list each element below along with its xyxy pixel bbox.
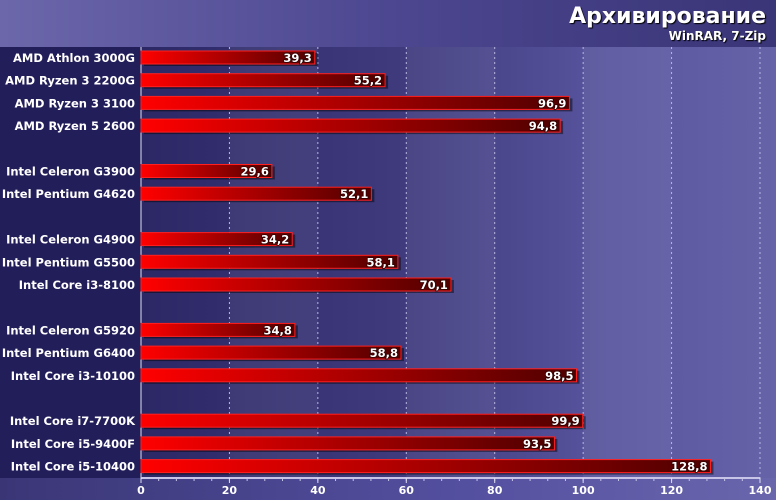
bar	[140, 254, 399, 269]
value-label: 34,2	[261, 233, 289, 247]
value-label: 96,9	[538, 96, 566, 110]
category-label: AMD Ryzen 3 3100	[15, 96, 135, 110]
chart-subtitle: WinRAR, 7-Zip	[668, 29, 766, 43]
category-label: Intel Core i5-9400F	[11, 437, 135, 451]
bar	[140, 186, 372, 201]
category-label: Intel Pentium G4620	[2, 187, 135, 201]
category-label: Intel Core i3-10100	[11, 369, 135, 383]
x-tick-label: 20	[222, 484, 238, 497]
value-label: 93,5	[523, 437, 551, 451]
category-label: Intel Core i7-7700K	[10, 414, 136, 428]
chart-title: Архивирование	[569, 4, 766, 29]
category-label: AMD Athlon 3000G	[13, 51, 135, 65]
bar	[140, 232, 293, 247]
value-label: 94,8	[529, 119, 557, 133]
category-label: Intel Celeron G3900	[6, 165, 135, 179]
category-label: Intel Celeron G5920	[6, 323, 135, 337]
category-label: Intel Pentium G5500	[2, 255, 135, 269]
category-label: Intel Pentium G6400	[2, 346, 135, 360]
bar	[140, 95, 570, 110]
chart-header: Архивирование WinRAR, 7-Zip	[0, 0, 776, 47]
value-label: 58,1	[367, 255, 395, 269]
bar	[140, 436, 555, 451]
bar	[140, 345, 402, 360]
x-tick-label: 120	[660, 484, 683, 497]
value-label: 99,9	[551, 414, 579, 428]
bar	[140, 459, 711, 474]
bar	[140, 368, 578, 383]
x-tick-label: 80	[487, 484, 503, 497]
value-label: 58,8	[370, 346, 398, 360]
category-label-area	[0, 47, 141, 478]
value-label: 29,6	[240, 165, 268, 179]
value-label: 34,8	[263, 323, 291, 337]
x-tick-label: 100	[572, 484, 595, 497]
bar	[140, 322, 296, 337]
x-tick-label: 60	[399, 484, 415, 497]
bar	[140, 413, 584, 428]
value-label: 128,8	[671, 460, 707, 474]
category-label: AMD Ryzen 3 2200G	[5, 74, 135, 88]
category-label: Intel Core i3-8100	[19, 278, 135, 292]
bar	[140, 50, 316, 65]
value-label: 52,1	[340, 187, 368, 201]
value-label: 55,2	[354, 74, 382, 88]
value-label: 98,5	[545, 369, 573, 383]
bar	[140, 73, 386, 88]
x-tick-label: 40	[310, 484, 326, 497]
grid-band	[406, 47, 495, 478]
bar	[140, 118, 561, 133]
category-label: Intel Core i5-10400	[11, 460, 135, 474]
value-label: 70,1	[420, 278, 448, 292]
x-tick-label: 0	[137, 484, 145, 497]
value-label: 39,3	[283, 51, 311, 65]
category-label: AMD Ryzen 5 2600	[15, 119, 135, 133]
category-label: Intel Celeron G4900	[6, 233, 135, 247]
x-axis-area	[0, 478, 776, 500]
bar	[140, 164, 273, 178]
x-tick-label: 140	[749, 484, 772, 497]
bar	[140, 277, 452, 292]
grid-band	[583, 47, 672, 478]
